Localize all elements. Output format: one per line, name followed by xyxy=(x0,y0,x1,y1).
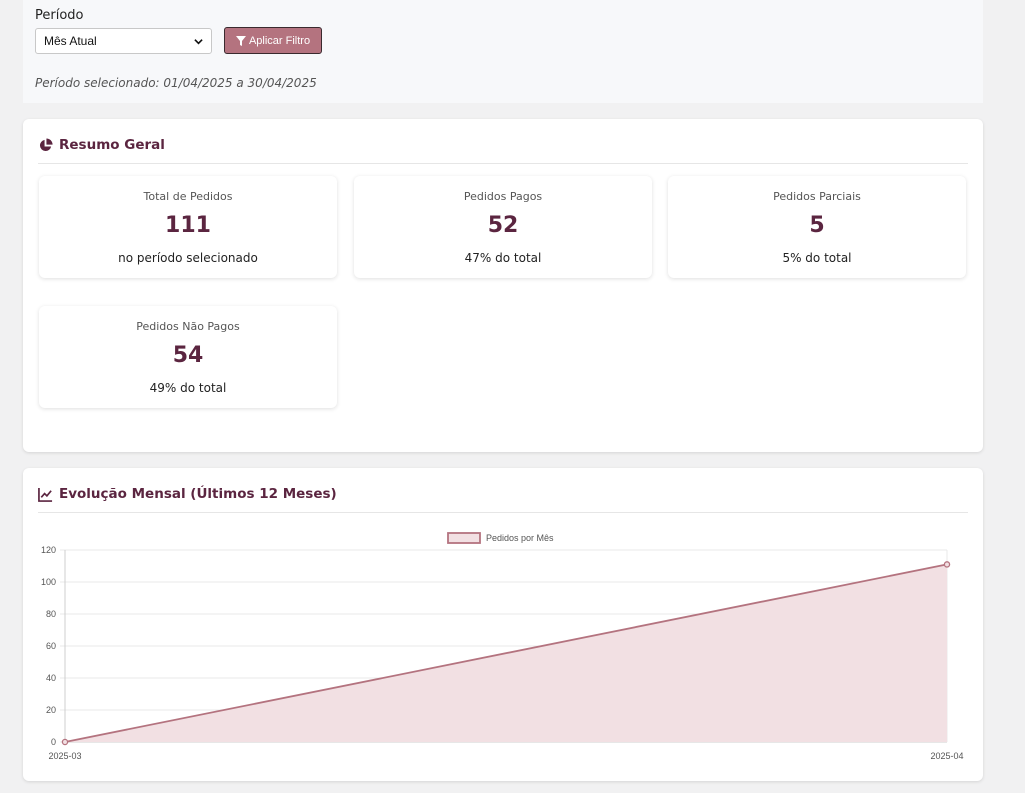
stat-value: 52 xyxy=(487,213,519,238)
data-point xyxy=(943,561,951,568)
stat-value: 111 xyxy=(165,213,211,238)
selected-period-text: Período selecionado: 01/04/2025 a 30/04/… xyxy=(35,76,317,90)
summary-header: Resumo Geral xyxy=(38,119,968,164)
period-label: Período xyxy=(35,8,84,23)
evolution-title: Evolução Mensal (Últimos 12 Meses) xyxy=(59,486,337,502)
apply-filter-label: Aplicar Filtro xyxy=(248,34,311,47)
stat-label: Pedidos Parciais xyxy=(773,190,861,203)
stat-label: Total de Pedidos xyxy=(143,190,233,203)
data-point xyxy=(61,738,69,746)
stat-unpaid-orders: Pedidos Não Pagos 54 49% do total xyxy=(39,306,337,408)
legend-swatch xyxy=(447,532,481,544)
stat-label: Pedidos Não Pagos xyxy=(136,320,240,333)
stat-subtext: 49% do total xyxy=(149,381,227,395)
stat-value: 5 xyxy=(809,213,825,238)
evolution-header: Evolução Mensal (Últimos 12 Meses) xyxy=(38,468,968,513)
filter-panel: Período Mês Atual Aplicar Filtro Período… xyxy=(23,0,983,103)
monthly-evolution-chart: 0 20 40 60 80 100 120 2025-03 2025-04 Pedidos por… xyxy=(41,532,964,761)
stat-subtext: 47% do total xyxy=(464,251,542,265)
x-tick-label: 2025-03 xyxy=(48,751,81,761)
y-tick-label: 100 xyxy=(41,577,56,587)
filter-icon xyxy=(235,35,246,46)
stat-value: 54 xyxy=(172,343,204,368)
y-tick-label: 0 xyxy=(51,737,56,747)
stat-partial-orders: Pedidos Parciais 5 5% do total xyxy=(668,176,966,278)
line-chart-icon xyxy=(38,487,53,502)
pie-chart-icon xyxy=(39,137,53,151)
period-select[interactable]: Mês Atual xyxy=(35,28,212,54)
y-tick-label: 40 xyxy=(46,673,56,683)
chevron-down-icon xyxy=(194,38,203,44)
apply-filter-button[interactable]: Aplicar Filtro xyxy=(224,27,322,54)
legend-label: Pedidos por Mês xyxy=(486,533,554,543)
stat-subtext: no período selecionado xyxy=(118,251,258,265)
summary-title: Resumo Geral xyxy=(59,137,165,153)
stat-paid-orders: Pedidos Pagos 52 47% do total xyxy=(354,176,652,278)
period-select-value: Mês Atual xyxy=(44,34,97,48)
x-tick-label: 2025-04 xyxy=(930,751,963,761)
y-tick-label: 60 xyxy=(46,641,56,651)
y-tick-label: 80 xyxy=(46,609,56,619)
stat-total-orders: Total de Pedidos 111 no período selecion… xyxy=(39,176,337,278)
evolution-card: Evolução Mensal (Últimos 12 Meses) 0 20 40… xyxy=(23,468,983,781)
y-tick-label: 20 xyxy=(46,705,56,715)
y-tick-label: 120 xyxy=(41,545,56,555)
stat-label: Pedidos Pagos xyxy=(463,190,543,203)
series-line xyxy=(64,563,948,743)
summary-card: Resumo Geral Total de Pedidos 111 no per… xyxy=(23,119,983,452)
stat-subtext: 5% do total xyxy=(782,251,852,265)
